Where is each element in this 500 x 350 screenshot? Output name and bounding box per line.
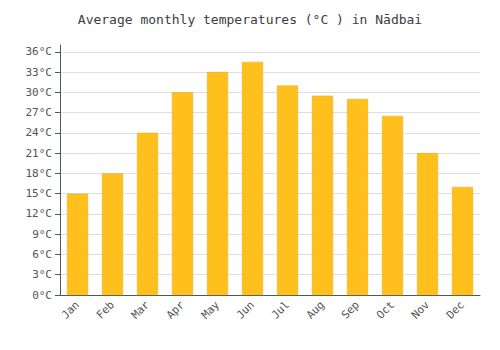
svg-text:0°C: 0°C xyxy=(32,289,52,302)
svg-text:Oct: Oct xyxy=(374,298,397,321)
svg-text:Feb: Feb xyxy=(94,298,117,321)
svg-text:Jul: Jul xyxy=(269,298,292,321)
svg-text:Apr: Apr xyxy=(164,298,187,321)
svg-text:Average monthly temperatures (: Average monthly temperatures (°C ) in Nā… xyxy=(78,12,422,27)
svg-text:Sep: Sep xyxy=(339,298,362,321)
svg-text:27°C: 27°C xyxy=(26,106,53,119)
svg-text:May: May xyxy=(199,298,222,321)
svg-text:21°C: 21°C xyxy=(26,147,53,160)
svg-text:30°C: 30°C xyxy=(26,86,53,99)
svg-text:Aug: Aug xyxy=(304,298,327,321)
svg-text:3°C: 3°C xyxy=(32,268,52,281)
svg-text:18°C: 18°C xyxy=(26,167,53,180)
svg-text:Mar: Mar xyxy=(129,298,152,321)
svg-text:Nov: Nov xyxy=(409,298,432,321)
svg-text:24°C: 24°C xyxy=(26,126,53,139)
svg-text:Jun: Jun xyxy=(234,298,257,321)
svg-text:Dec: Dec xyxy=(444,298,467,321)
svg-text:9°C: 9°C xyxy=(32,228,52,241)
svg-text:12°C: 12°C xyxy=(26,207,53,220)
svg-text:33°C: 33°C xyxy=(26,66,53,79)
svg-text:6°C: 6°C xyxy=(32,248,52,261)
svg-text:36°C: 36°C xyxy=(26,45,53,58)
svg-text:Jan: Jan xyxy=(59,298,82,321)
svg-text:15°C: 15°C xyxy=(26,187,53,200)
